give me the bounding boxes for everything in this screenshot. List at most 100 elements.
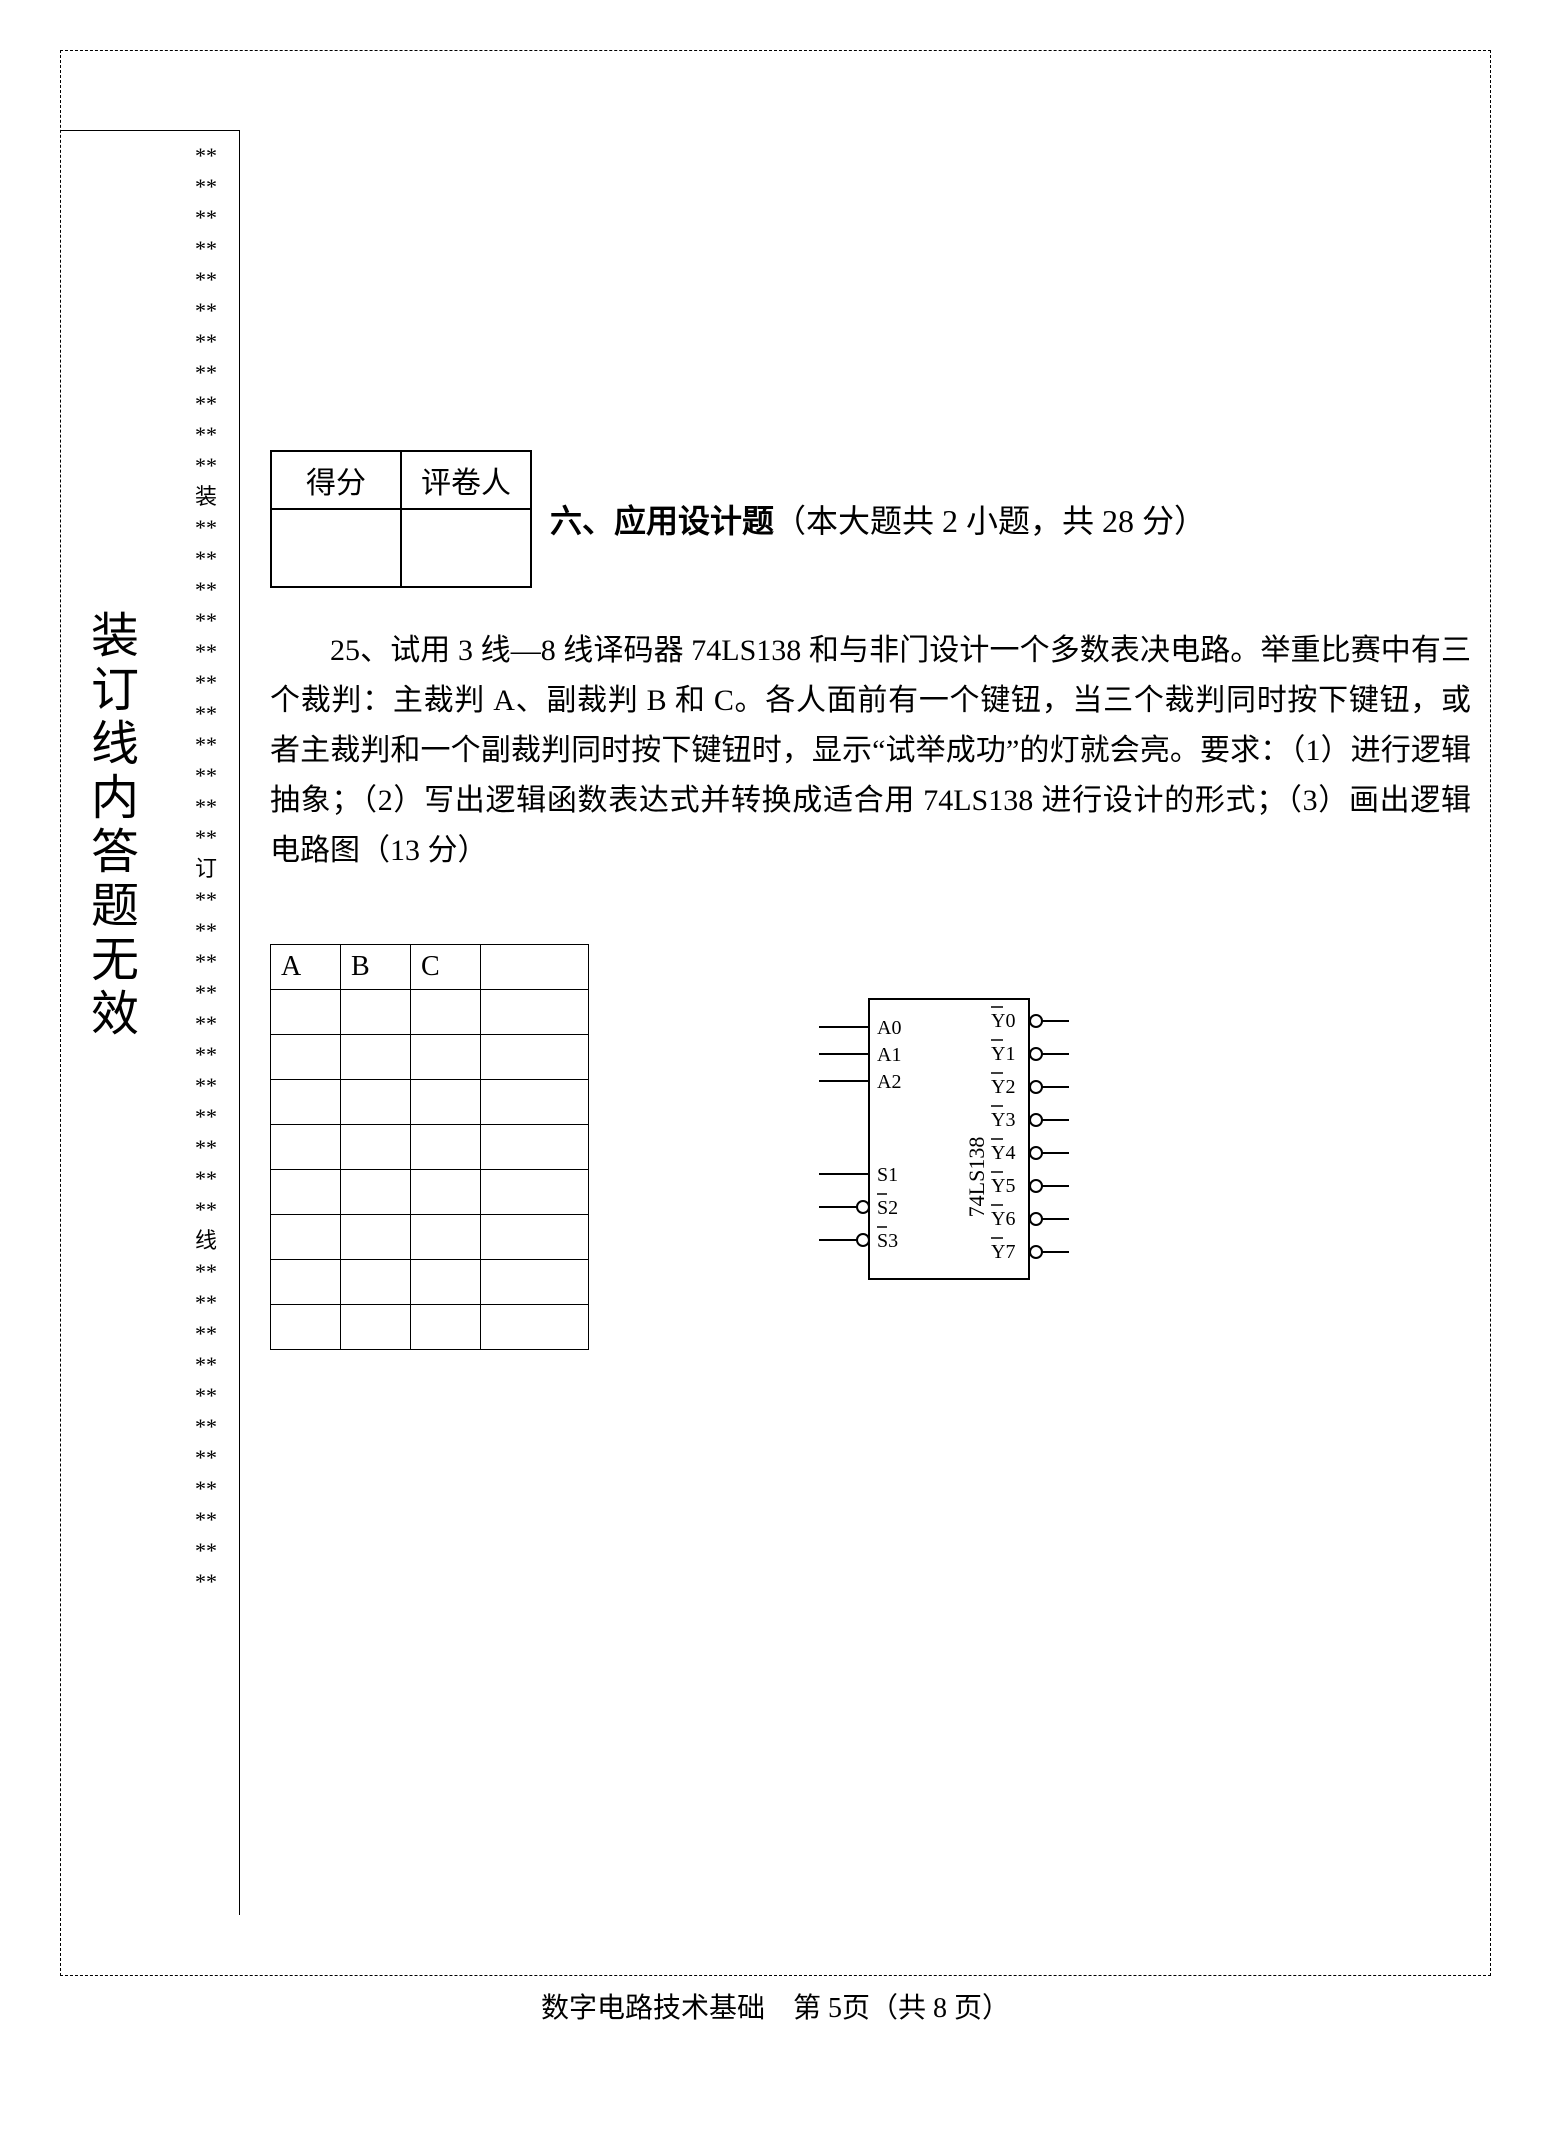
truth-table-cell <box>411 1080 481 1125</box>
binding-star-row: ** <box>195 1318 217 1349</box>
binding-star-row: ** <box>195 822 217 853</box>
truth-table-cell <box>411 1125 481 1170</box>
grader-value-cell <box>401 509 531 587</box>
svg-text:Y0: Y0 <box>991 1010 1015 1032</box>
binding-star-row: ** <box>195 1442 217 1473</box>
binding-star-row: ** <box>195 1008 217 1039</box>
binding-star-row: ** <box>195 605 217 636</box>
truth-table-cell <box>411 1260 481 1305</box>
section-header-row: 得分 评卷人 六、应用设计题（本大题共 2 小题，共 28 分） <box>270 450 1471 588</box>
truth-table-cell <box>271 1170 341 1215</box>
binding-star-row: ** <box>195 574 217 605</box>
binding-star-row: ** <box>195 791 217 822</box>
binding-star-row: ** <box>195 1132 217 1163</box>
grader-label-cell: 评卷人 <box>401 451 531 509</box>
truth-table-cell <box>481 1035 589 1080</box>
truth-table-cell <box>481 1080 589 1125</box>
score-value-cell <box>271 509 401 587</box>
footer-page: 第 5页（共 8 页） <box>793 1993 1010 2024</box>
binding-star-row: ** <box>195 1070 217 1101</box>
section-meta: （本大题共 2 小题，共 28 分） <box>774 503 1206 539</box>
binding-star-row: ** <box>195 543 217 574</box>
truth-table-cell <box>271 1125 341 1170</box>
binding-star-row: ** <box>195 1039 217 1070</box>
svg-text:S2: S2 <box>877 1197 898 1219</box>
truth-table-cell <box>341 990 411 1035</box>
page: 装订线内答题无效 **********************装********… <box>0 0 1551 2151</box>
truth-table-cell <box>271 1260 341 1305</box>
binding-star-row: ** <box>195 667 217 698</box>
binding-star-row: ** <box>195 636 217 667</box>
truth-table-header-cell: C <box>411 945 481 990</box>
svg-text:A1: A1 <box>877 1044 901 1066</box>
svg-text:Y6: Y6 <box>991 1208 1015 1230</box>
binding-star-row: ** <box>195 1473 217 1504</box>
binding-star-row: ** <box>195 1411 217 1442</box>
truth-table-cell <box>341 1035 411 1080</box>
svg-text:A0: A0 <box>877 1017 901 1039</box>
truth-table-cell <box>341 1305 411 1350</box>
binding-star-row: ** <box>195 1535 217 1566</box>
binding-star-row: ** <box>195 295 217 326</box>
binding-star-row: ** <box>195 1380 217 1411</box>
svg-text:A2: A2 <box>877 1071 901 1093</box>
truth-table-cell <box>271 1305 341 1350</box>
binding-star-row: ** <box>195 1349 217 1380</box>
binding-star-row: ** <box>195 450 217 481</box>
truth-table-cell <box>341 1260 411 1305</box>
binding-star-row: ** <box>195 698 217 729</box>
truth-table-cell <box>341 1170 411 1215</box>
section-number: 六、 <box>550 503 614 539</box>
truth-table-cell <box>411 1305 481 1350</box>
binding-star-row: ** <box>195 202 217 233</box>
binding-star-row: 装 <box>195 481 217 512</box>
truth-table-cell <box>271 990 341 1035</box>
truth-table-cell <box>481 1125 589 1170</box>
binding-star-row: ** <box>195 915 217 946</box>
score-label-cell: 得分 <box>271 451 401 509</box>
binding-star-row: ** <box>195 1287 217 1318</box>
truth-table-cell <box>411 990 481 1035</box>
binding-star-row: ** <box>195 760 217 791</box>
svg-text:Y2: Y2 <box>991 1076 1015 1098</box>
binding-warning: 装订线内答题无效 <box>70 610 148 1042</box>
truth-table-cell <box>271 1035 341 1080</box>
binding-star-row: ** <box>195 171 217 202</box>
binding-star-row: ** <box>195 946 217 977</box>
binding-star-row: ** <box>195 264 217 295</box>
truth-table-header-cell <box>481 945 589 990</box>
truth-table-cell <box>271 1080 341 1125</box>
truth-table-cell <box>411 1170 481 1215</box>
truth-table-cell <box>481 1215 589 1260</box>
svg-text:Y1: Y1 <box>991 1043 1015 1065</box>
truth-table-cell <box>341 1215 411 1260</box>
binding-star-row: ** <box>195 326 217 357</box>
truth-table-cell <box>481 1260 589 1305</box>
binding-star-row: ** <box>195 1566 217 1597</box>
binding-star-row: ** <box>195 233 217 264</box>
svg-text:S1: S1 <box>877 1164 898 1186</box>
truth-table-cell <box>481 1170 589 1215</box>
truth-table: ABC <box>270 944 589 1350</box>
binding-star-row: ** <box>195 1256 217 1287</box>
binding-star-column: **********************装*****************… <box>195 140 217 1597</box>
footer-subject: 数字电路技术基础 <box>541 1993 765 2024</box>
section-title: 六、应用设计题（本大题共 2 小题，共 28 分） <box>550 496 1206 542</box>
work-area: ABC Y0Y1Y2Y3Y4Y5Y6Y7A0A1A2S1S2S374LS138 <box>270 944 1471 1350</box>
content-area: 得分 评卷人 六、应用设计题（本大题共 2 小题，共 28 分） 25、试用 3… <box>270 130 1471 1350</box>
chip-diagram: Y0Y1Y2Y3Y4Y5Y6Y7A0A1A2S1S2S374LS138 <box>779 989 1119 1299</box>
truth-table-cell <box>411 1215 481 1260</box>
truth-table-cell <box>271 1215 341 1260</box>
svg-text:S3: S3 <box>877 1230 898 1252</box>
svg-text:Y3: Y3 <box>991 1109 1015 1131</box>
question-text: 25、试用 3 线—8 线译码器 74LS138 和与非门设计一个多数表决电路。… <box>270 626 1471 876</box>
svg-text:Y4: Y4 <box>991 1142 1015 1164</box>
binding-star-row: ** <box>195 419 217 450</box>
binding-star-row: ** <box>195 1504 217 1535</box>
page-footer: 数字电路技术基础 第 5页（共 8 页） <box>0 1986 1551 2026</box>
binding-star-row: ** <box>195 1163 217 1194</box>
binding-star-row: 订 <box>195 853 217 884</box>
binding-star-row: ** <box>195 1101 217 1132</box>
binding-star-row: ** <box>195 388 217 419</box>
truth-table-cell <box>341 1125 411 1170</box>
